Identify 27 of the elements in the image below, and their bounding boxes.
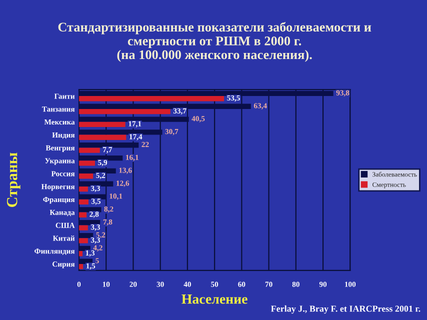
chart-title: Стандартизированные показатели заболеваемости и смертности от РШМ в 2000 г. (на 100.000 женского населения). xyxy=(58,22,372,62)
bar xyxy=(78,122,126,128)
bar xyxy=(78,194,106,200)
bar xyxy=(78,186,88,192)
bar xyxy=(78,134,126,140)
bar xyxy=(78,108,170,114)
bar xyxy=(78,251,83,256)
bar xyxy=(78,160,95,166)
bar xyxy=(78,232,94,238)
bar xyxy=(78,212,87,218)
text: Ferlay J., Bray F. et IARCPress 2001 г. xyxy=(270,305,420,314)
bar xyxy=(78,168,116,174)
bar xyxy=(78,174,94,179)
bar xyxy=(78,264,84,270)
y-axis-title: Страны xyxy=(6,152,20,207)
bar xyxy=(78,155,123,161)
bar xyxy=(78,142,139,148)
bar xyxy=(78,104,251,109)
bar xyxy=(78,90,334,96)
bar xyxy=(78,148,100,153)
bar xyxy=(78,96,224,102)
x-axis-title: Население xyxy=(182,294,248,304)
bar xyxy=(78,116,189,122)
bar xyxy=(78,130,162,135)
bar xyxy=(78,238,88,244)
bar xyxy=(78,199,88,205)
bar xyxy=(78,225,88,230)
